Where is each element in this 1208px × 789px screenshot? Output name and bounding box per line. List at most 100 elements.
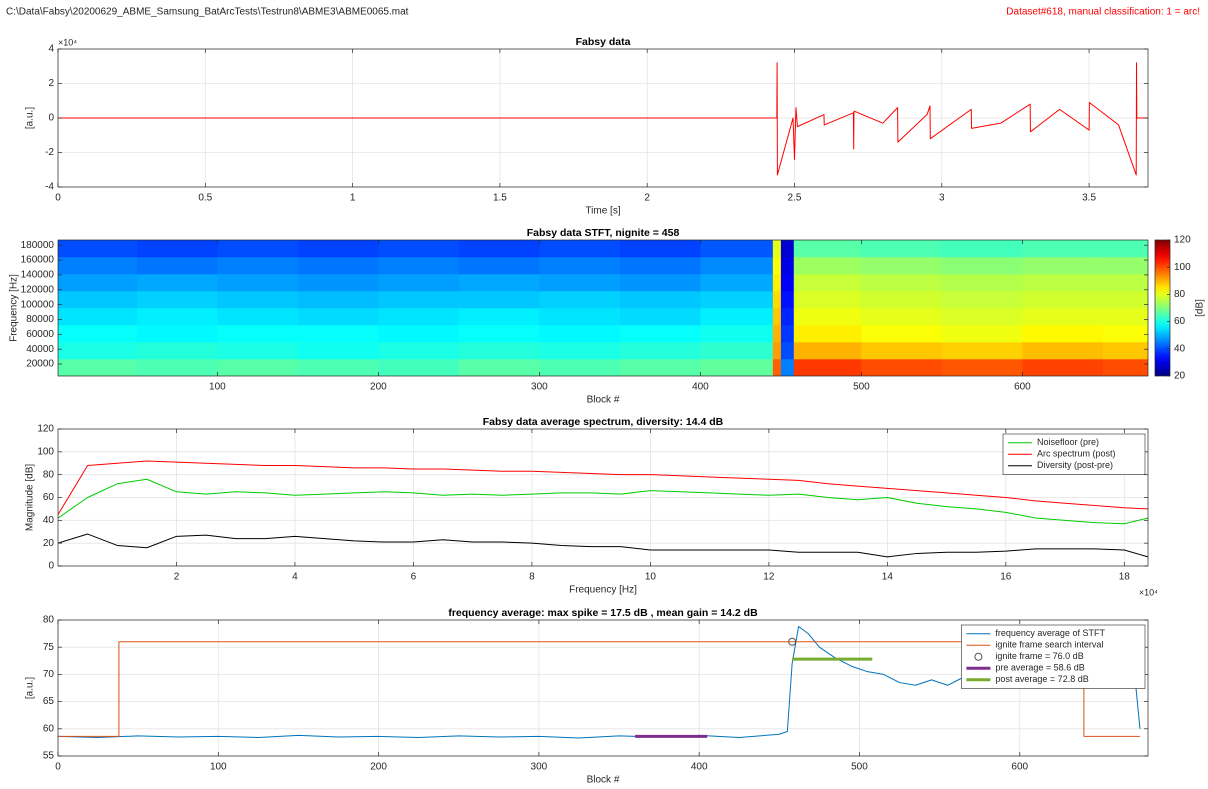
heatmap-cell (297, 341, 379, 360)
heatmap-cell (539, 341, 621, 360)
y-tick-label: 120 (37, 424, 54, 435)
x-tick-label: 100 (209, 382, 226, 393)
heatmap-cell (539, 324, 621, 343)
heatmap-cell (700, 290, 774, 309)
x-tick-label: 16 (1000, 572, 1012, 583)
heatmap-cell (619, 358, 701, 376)
x-tick-label: 100 (210, 762, 227, 773)
heatmap-cell (217, 273, 299, 292)
heatmap-cell (793, 256, 862, 275)
heatmap-cell (1102, 358, 1148, 376)
y-tick-label: 100000 (21, 299, 55, 310)
y-tick-label: 40 (43, 515, 55, 526)
heatmap-cell (539, 256, 621, 275)
y-exponent: ×10⁴ (58, 37, 77, 47)
x-axis-label: Time [s] (585, 206, 620, 217)
heatmap-cell (297, 290, 379, 309)
heatmap-cell (861, 240, 943, 258)
x-tick-label: 1 (350, 193, 356, 204)
heatmap-cell (58, 256, 138, 275)
x-tick-label: 400 (691, 762, 708, 773)
heatmap-cell (772, 256, 782, 275)
legend: Noisefloor (pre) Arc spectrum (post)Diver… (1002, 433, 1146, 475)
heatmap-cell (217, 240, 299, 258)
plot-data (58, 62, 1148, 176)
y-axis-label: Frequency [Hz] (9, 274, 20, 342)
legend-label: Diversity (post-pre) (1037, 460, 1113, 470)
heatmap-cell (136, 307, 218, 326)
colorbar-tick-label: 120 (1174, 235, 1191, 246)
x-axis-label: Frequency [Hz] (569, 585, 637, 596)
heatmap-cell (58, 240, 138, 258)
series-line (58, 533, 1148, 558)
y-tick-label: 0 (48, 561, 54, 572)
heatmap-cell (941, 307, 1023, 326)
heatmap-cell (458, 307, 540, 326)
heatmap-cell (700, 324, 774, 343)
heatmap-cell (772, 358, 782, 376)
colorbar-tick-label: 80 (1174, 289, 1186, 300)
heatmap-cell (793, 273, 862, 292)
x-exponent: ×10⁴ (1139, 587, 1158, 597)
y-tick-label: 180000 (21, 240, 55, 251)
heatmap-cell (941, 240, 1023, 258)
y-tick-label: -2 (45, 147, 54, 158)
legend-label: Arc spectrum (post) (1037, 449, 1116, 459)
y-tick-label: 140000 (21, 270, 55, 281)
heatmap-cell (136, 256, 218, 275)
heatmap-cell (793, 307, 862, 326)
heatmap-cell (861, 324, 943, 343)
heatmap-cell (136, 324, 218, 343)
heatmap-cell (772, 324, 782, 343)
heatmap-cell (1102, 341, 1148, 360)
heatmap-cell (217, 341, 299, 360)
heatmap-cell (780, 324, 795, 343)
x-tick-label: 18 (1119, 572, 1131, 583)
heatmap-cell (458, 290, 540, 309)
heatmap-cell (1102, 240, 1148, 258)
y-tick-label: 60 (43, 723, 55, 734)
heatmap-cell (793, 240, 862, 258)
heatmap-cell (772, 290, 782, 309)
heatmap-cell (1022, 341, 1104, 360)
series-line (58, 460, 1148, 515)
heatmap-cell (619, 290, 701, 309)
heatmap-cell (378, 341, 460, 360)
heatmap-cell (297, 358, 379, 376)
heatmap-cell (780, 307, 795, 326)
x-tick-label: 10 (645, 572, 657, 583)
x-tick-label: 2.5 (788, 193, 802, 204)
heatmap-cell (1102, 290, 1148, 309)
legend-label: ignite frame = 76.0 dB (995, 651, 1083, 661)
heatmap-cell (772, 273, 782, 292)
heatmap-cell (539, 290, 621, 309)
heatmap-cell (217, 324, 299, 343)
legend-label: pre average = 58.6 dB (995, 663, 1084, 673)
heatmap-cell (793, 341, 862, 360)
heatmap-cell (700, 341, 774, 360)
heatmap-cell (297, 307, 379, 326)
x-axis-label: Block # (587, 395, 620, 406)
dataset-note: Dataset#618, manual classification: 1 = … (1006, 7, 1200, 18)
axes-frame (57, 619, 1149, 757)
x-tick-label: 2 (174, 572, 180, 583)
heatmap-cell (941, 273, 1023, 292)
colorbar-tick-label: 100 (1174, 262, 1191, 273)
heatmap-cell (136, 240, 218, 258)
heatmap-cell (58, 358, 138, 376)
y-tick-label: -4 (45, 182, 54, 193)
heatmap-cell (297, 240, 379, 258)
heatmap-cell (58, 324, 138, 343)
heatmap-cell (1102, 256, 1148, 275)
y-tick-label: 60000 (26, 329, 54, 340)
colorbar-tick-label: 40 (1174, 343, 1186, 354)
heatmap-cell (378, 324, 460, 343)
y-tick-label: 40000 (26, 344, 54, 355)
x-tick-label: 0 (55, 193, 61, 204)
heatmap-cell (539, 240, 621, 258)
plot-data (58, 240, 1148, 376)
heatmap-cell (780, 341, 795, 360)
heatmap-cell (378, 290, 460, 309)
y-tick-label: 80000 (26, 314, 54, 325)
heatmap-cell (780, 358, 795, 376)
